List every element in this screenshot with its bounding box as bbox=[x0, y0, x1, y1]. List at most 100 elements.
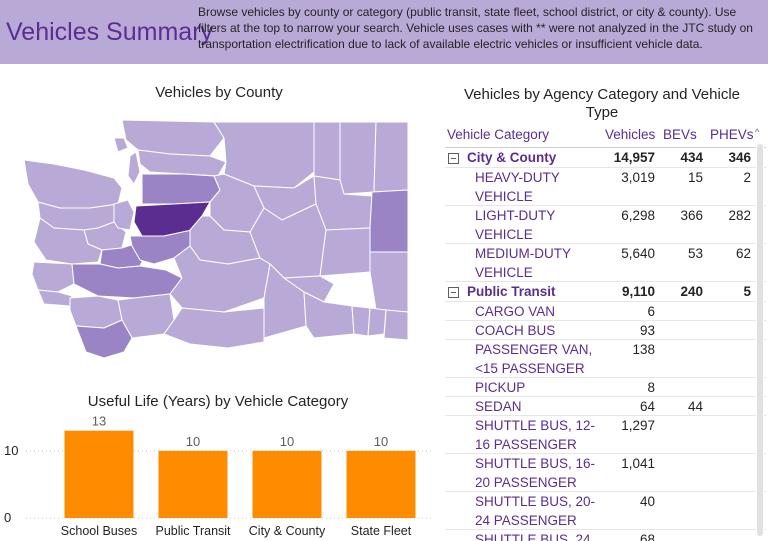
column-header-category[interactable]: Vehicle Category bbox=[447, 127, 550, 142]
county-kitsap[interactable] bbox=[113, 199, 135, 231]
bar[interactable] bbox=[252, 450, 322, 518]
bar[interactable] bbox=[64, 430, 134, 518]
bar[interactable] bbox=[158, 450, 228, 518]
table-scrollbar[interactable] bbox=[756, 140, 764, 541]
county-wahkiakum[interactable] bbox=[37, 289, 73, 307]
row-vehicles: 6,298 bbox=[621, 208, 655, 223]
row-category: Public Transit bbox=[467, 284, 556, 299]
row-phevs: 346 bbox=[728, 150, 751, 165]
county-stevens[interactable] bbox=[339, 121, 377, 195]
county-spokane[interactable] bbox=[369, 189, 409, 253]
row-category: MEDIUM-DUTY VEHICLE bbox=[475, 246, 571, 280]
county-clallam[interactable] bbox=[23, 159, 123, 209]
row-vehicles: 9,110 bbox=[621, 284, 655, 299]
row-phevs: 282 bbox=[728, 208, 751, 223]
row-bevs: 366 bbox=[680, 208, 703, 223]
row-category: PASSENGER VAN, <15 PASSENGER bbox=[475, 342, 593, 376]
county-klickitat[interactable] bbox=[163, 307, 265, 349]
row-category: PICKUP bbox=[475, 380, 526, 395]
county-pacific[interactable] bbox=[31, 261, 75, 293]
bar-value-label: 10 bbox=[186, 434, 200, 449]
y-tick-label: 10 bbox=[4, 443, 18, 458]
column-header-phevs[interactable]: PHEVs bbox=[710, 127, 754, 142]
collapse-icon[interactable] bbox=[448, 287, 459, 298]
table-row[interactable]: CARGO VAN 6 bbox=[445, 302, 766, 321]
row-phevs: 5 bbox=[743, 284, 751, 299]
table-row[interactable]: HEAVY-DUTY VEHICLE 3,019 15 2 bbox=[445, 168, 766, 206]
group-row[interactable]: Public Transit 9,110 240 5 bbox=[445, 282, 766, 302]
bar-value-label: 10 bbox=[280, 434, 294, 449]
county-san-juan[interactable] bbox=[113, 137, 129, 153]
category-label: State Fleet bbox=[351, 524, 412, 538]
row-vehicles: 93 bbox=[639, 323, 655, 338]
row-phevs: 62 bbox=[735, 246, 751, 261]
row-vehicles: 1,297 bbox=[621, 418, 655, 433]
map-title: Vehicles by County bbox=[155, 84, 283, 101]
row-vehicles: 40 bbox=[639, 494, 655, 509]
bar[interactable] bbox=[346, 450, 416, 518]
county-ferry[interactable] bbox=[313, 121, 341, 181]
row-phevs: 2 bbox=[743, 170, 751, 185]
table-row[interactable]: PICKUP 8 bbox=[445, 378, 766, 397]
row-category: CARGO VAN bbox=[475, 304, 556, 319]
scroll-up-arrow-icon[interactable]: ^ bbox=[755, 127, 760, 137]
row-vehicles: 1,041 bbox=[621, 456, 655, 471]
county-grays-harbor[interactable] bbox=[33, 217, 103, 265]
county-asotin[interactable] bbox=[383, 309, 409, 341]
table-row[interactable]: COACH BUS 93 bbox=[445, 321, 766, 340]
column-header-vehicles[interactable]: Vehicles bbox=[605, 127, 656, 142]
county-columbia[interactable] bbox=[351, 305, 371, 337]
column-header-bevs[interactable]: BEVs bbox=[663, 127, 697, 142]
county-whitman[interactable] bbox=[369, 251, 409, 313]
county-garfield[interactable] bbox=[367, 307, 387, 337]
table-row[interactable]: LIGHT-DUTY VEHICLE 6,298 366 282 bbox=[445, 206, 766, 244]
county-snohomish[interactable] bbox=[141, 173, 221, 205]
row-category: COACH BUS bbox=[475, 323, 556, 338]
table-row[interactable]: SHUTTLE BUS, 24 68 bbox=[445, 530, 766, 541]
bar-chart-title: Useful Life (Years) by Vehicle Category bbox=[87, 393, 349, 410]
row-vehicles: 68 bbox=[639, 532, 655, 541]
category-label: School Buses bbox=[61, 524, 137, 538]
row-category: SHUTTLE BUS, 16-20 PASSENGER bbox=[475, 456, 596, 490]
county-walla-walla[interactable] bbox=[303, 291, 355, 339]
row-vehicles: 14,957 bbox=[613, 150, 655, 165]
page-header: Vehicles Summary Browse vehicles by coun… bbox=[0, 0, 768, 64]
table-row[interactable]: SEDAN 64 44 bbox=[445, 397, 766, 416]
county-pend-oreille[interactable] bbox=[373, 121, 409, 193]
county-adams[interactable] bbox=[319, 227, 371, 277]
table-row[interactable]: SHUTTLE BUS, 20-24 PASSENGER 40 bbox=[445, 492, 766, 530]
row-vehicles: 5,640 bbox=[621, 246, 655, 261]
vehicle-type-matrix: Vehicle Category Vehicles BEVs PHEVs Cit… bbox=[445, 124, 766, 541]
county-whatcom[interactable] bbox=[121, 119, 225, 157]
page-description: Browse vehicles by county or category (p… bbox=[198, 5, 753, 51]
county-clark[interactable] bbox=[75, 319, 133, 359]
county-map[interactable] bbox=[14, 112, 410, 382]
page-title: Vehicles Summary bbox=[6, 18, 214, 46]
category-label: City & County bbox=[249, 524, 326, 538]
row-vehicles: 64 bbox=[639, 399, 655, 414]
table-title: Vehicles by Agency Category and Vehicle … bbox=[463, 86, 740, 121]
useful-life-bar-chart: 0 10 13 School Buses 10 Public Transit 10 City … bbox=[4, 414, 432, 538]
county-franklin[interactable] bbox=[283, 275, 335, 303]
row-category: SHUTTLE BUS, 24 bbox=[475, 532, 591, 541]
collapse-icon[interactable] bbox=[448, 153, 459, 164]
row-category: SHUTTLE BUS, 12-16 PASSENGER bbox=[475, 418, 596, 452]
county-island[interactable] bbox=[127, 151, 141, 185]
table-row[interactable]: MEDIUM-DUTY VEHICLE 5,640 53 62 bbox=[445, 244, 766, 282]
table-row[interactable]: PASSENGER VAN, <15 PASSENGER 138 bbox=[445, 340, 766, 378]
table-header: Vehicle Category Vehicles BEVs PHEVs bbox=[445, 124, 766, 148]
row-bevs: 15 bbox=[687, 170, 703, 185]
table-row[interactable]: SHUTTLE BUS, 16-20 PASSENGER 1,041 bbox=[445, 454, 766, 492]
row-bevs: 240 bbox=[680, 284, 703, 299]
category-label: Public Transit bbox=[155, 524, 231, 538]
row-category: City & County bbox=[467, 150, 557, 165]
row-bevs: 53 bbox=[687, 246, 703, 261]
row-vehicles: 8 bbox=[647, 380, 655, 395]
y-tick-label: 0 bbox=[4, 510, 11, 525]
row-category: SHUTTLE BUS, 20-24 PASSENGER bbox=[475, 494, 596, 528]
table-row[interactable]: SHUTTLE BUS, 12-16 PASSENGER 1,297 bbox=[445, 416, 766, 454]
group-row[interactable]: City & County 14,957 434 346 bbox=[445, 148, 766, 168]
county-lewis[interactable] bbox=[71, 263, 183, 299]
scrollbar-thumb[interactable] bbox=[757, 144, 763, 536]
row-category: HEAVY-DUTY VEHICLE bbox=[475, 170, 560, 204]
